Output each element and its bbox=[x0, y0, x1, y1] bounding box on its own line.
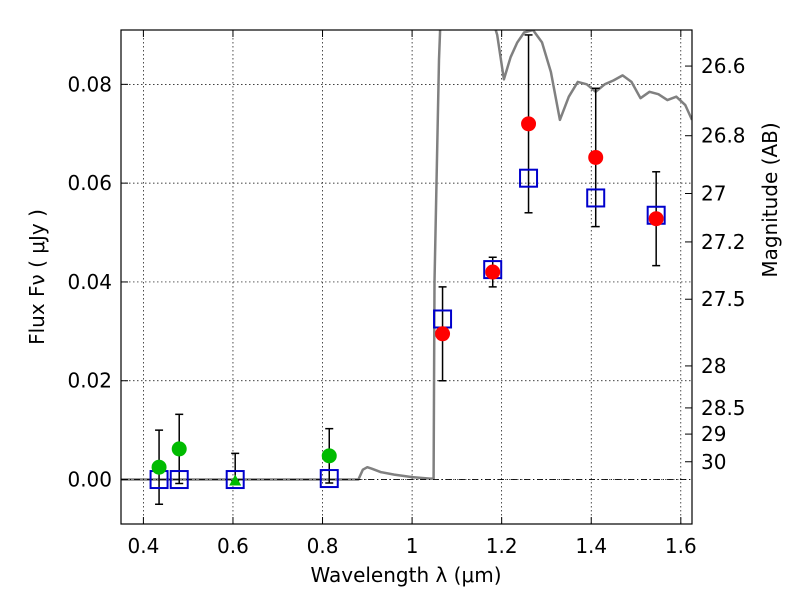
y-tick-label: 0.00 bbox=[67, 468, 112, 492]
x-tick-label: 1.2 bbox=[486, 534, 518, 558]
right-tick-label: 27.2 bbox=[701, 230, 746, 254]
near-ir-point bbox=[648, 211, 664, 227]
right-tick-label: 30 bbox=[701, 450, 726, 474]
model-sed-line bbox=[121, 30, 692, 481]
optical-point bbox=[151, 459, 167, 475]
right-tick-label: 29 bbox=[701, 422, 726, 446]
data-layer bbox=[121, 30, 692, 505]
x-tick-label: 0.8 bbox=[307, 534, 339, 558]
upper-limit-triangle bbox=[229, 474, 242, 486]
optical-point bbox=[321, 448, 337, 464]
x-tick-label: 1.6 bbox=[665, 534, 697, 558]
model-photometry-square bbox=[519, 168, 539, 188]
y-tick-label: 0.08 bbox=[67, 72, 112, 96]
x-tick-label: 1.4 bbox=[575, 534, 607, 558]
right-tick-label: 26.8 bbox=[701, 124, 746, 148]
near-ir-point bbox=[435, 326, 451, 342]
right-tick-label: 27 bbox=[701, 182, 726, 206]
model-photometry-square bbox=[169, 470, 189, 490]
right-tick-label: 28 bbox=[701, 354, 726, 378]
model-photometry-square bbox=[319, 469, 339, 489]
right-tick-label: 26.6 bbox=[701, 54, 746, 78]
model-photometry-square bbox=[225, 470, 245, 490]
plot-frame bbox=[120, 29, 693, 525]
x-tick-label: 0.4 bbox=[127, 534, 159, 558]
y-tick-label: 0.02 bbox=[67, 369, 112, 393]
x-tick-label: 1 bbox=[406, 534, 419, 558]
y-tick-label: 0.04 bbox=[67, 270, 112, 294]
x-tick-label: 0.6 bbox=[217, 534, 249, 558]
y2-axis-title: Magnitude (AB) bbox=[758, 122, 782, 277]
right-tick-label: 28.5 bbox=[701, 396, 746, 420]
near-ir-point bbox=[485, 264, 501, 280]
model-photometry-square bbox=[586, 188, 606, 208]
y-axis-title: Flux Fν ( μJy ) bbox=[25, 209, 49, 345]
y-tick-label: 0.06 bbox=[67, 171, 112, 195]
grid bbox=[121, 30, 692, 524]
optical-point bbox=[171, 441, 187, 457]
near-ir-point bbox=[588, 149, 604, 165]
axes: 0.4 0.6 0.8 1 1.2 1.4 1.6 0.00 0.02 0.04 0.06 0.08 2… bbox=[67, 30, 746, 558]
right-tick-label: 27.5 bbox=[701, 287, 746, 311]
x-axis-title: Wavelength λ (μm) bbox=[310, 563, 501, 587]
near-ir-point bbox=[521, 116, 537, 132]
